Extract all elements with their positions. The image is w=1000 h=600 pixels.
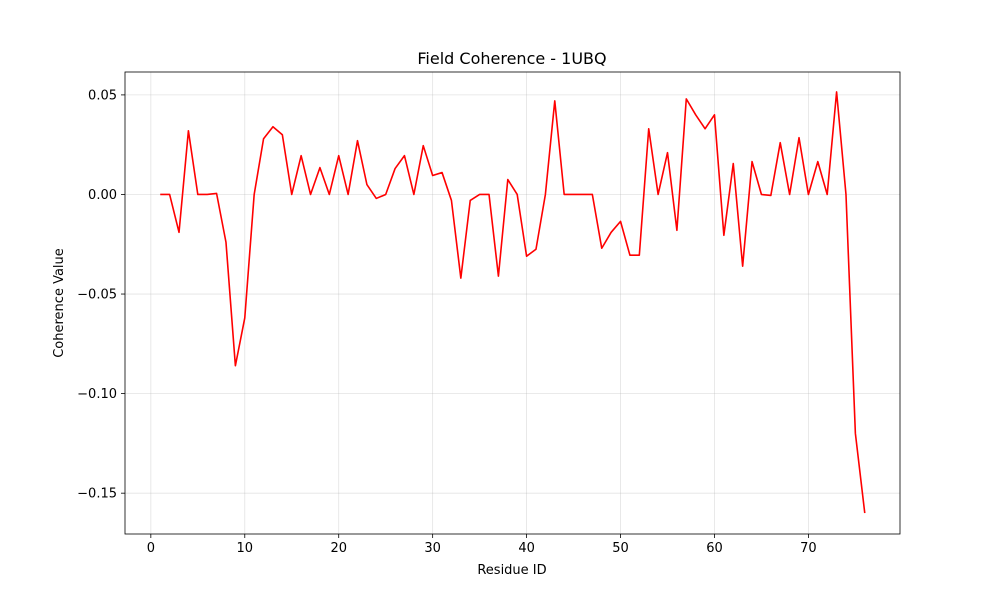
series-line <box>160 91 866 514</box>
x-axis: 0 10 20 30 40 50 60 70 <box>147 534 817 556</box>
y-tick-label: −0.15 <box>77 487 117 502</box>
series-layer <box>160 91 866 514</box>
grid <box>125 72 900 534</box>
x-tick-label: 50 <box>612 541 629 556</box>
y-axis-label: Coherence Value <box>52 248 67 358</box>
chart-title: Field Coherence - 1UBQ <box>417 49 606 68</box>
x-tick-label: 0 <box>147 541 155 556</box>
x-axis-label: Residue ID <box>477 563 546 578</box>
x-tick-label: 60 <box>706 541 723 556</box>
y-tick-label: 0.00 <box>88 188 117 203</box>
y-tick-label: −0.05 <box>77 288 117 303</box>
x-tick-label: 20 <box>330 541 347 556</box>
x-tick-label: 10 <box>236 541 253 556</box>
x-tick-label: 70 <box>800 541 817 556</box>
plot-frame <box>124 71 901 535</box>
x-tick-label: 30 <box>424 541 441 556</box>
y-axis: 0.05 0.00 −0.05 −0.10 −0.15 <box>77 88 125 502</box>
x-tick-label: 40 <box>518 541 535 556</box>
y-tick-label: −0.10 <box>77 387 117 402</box>
y-tick-label: 0.05 <box>88 88 117 103</box>
